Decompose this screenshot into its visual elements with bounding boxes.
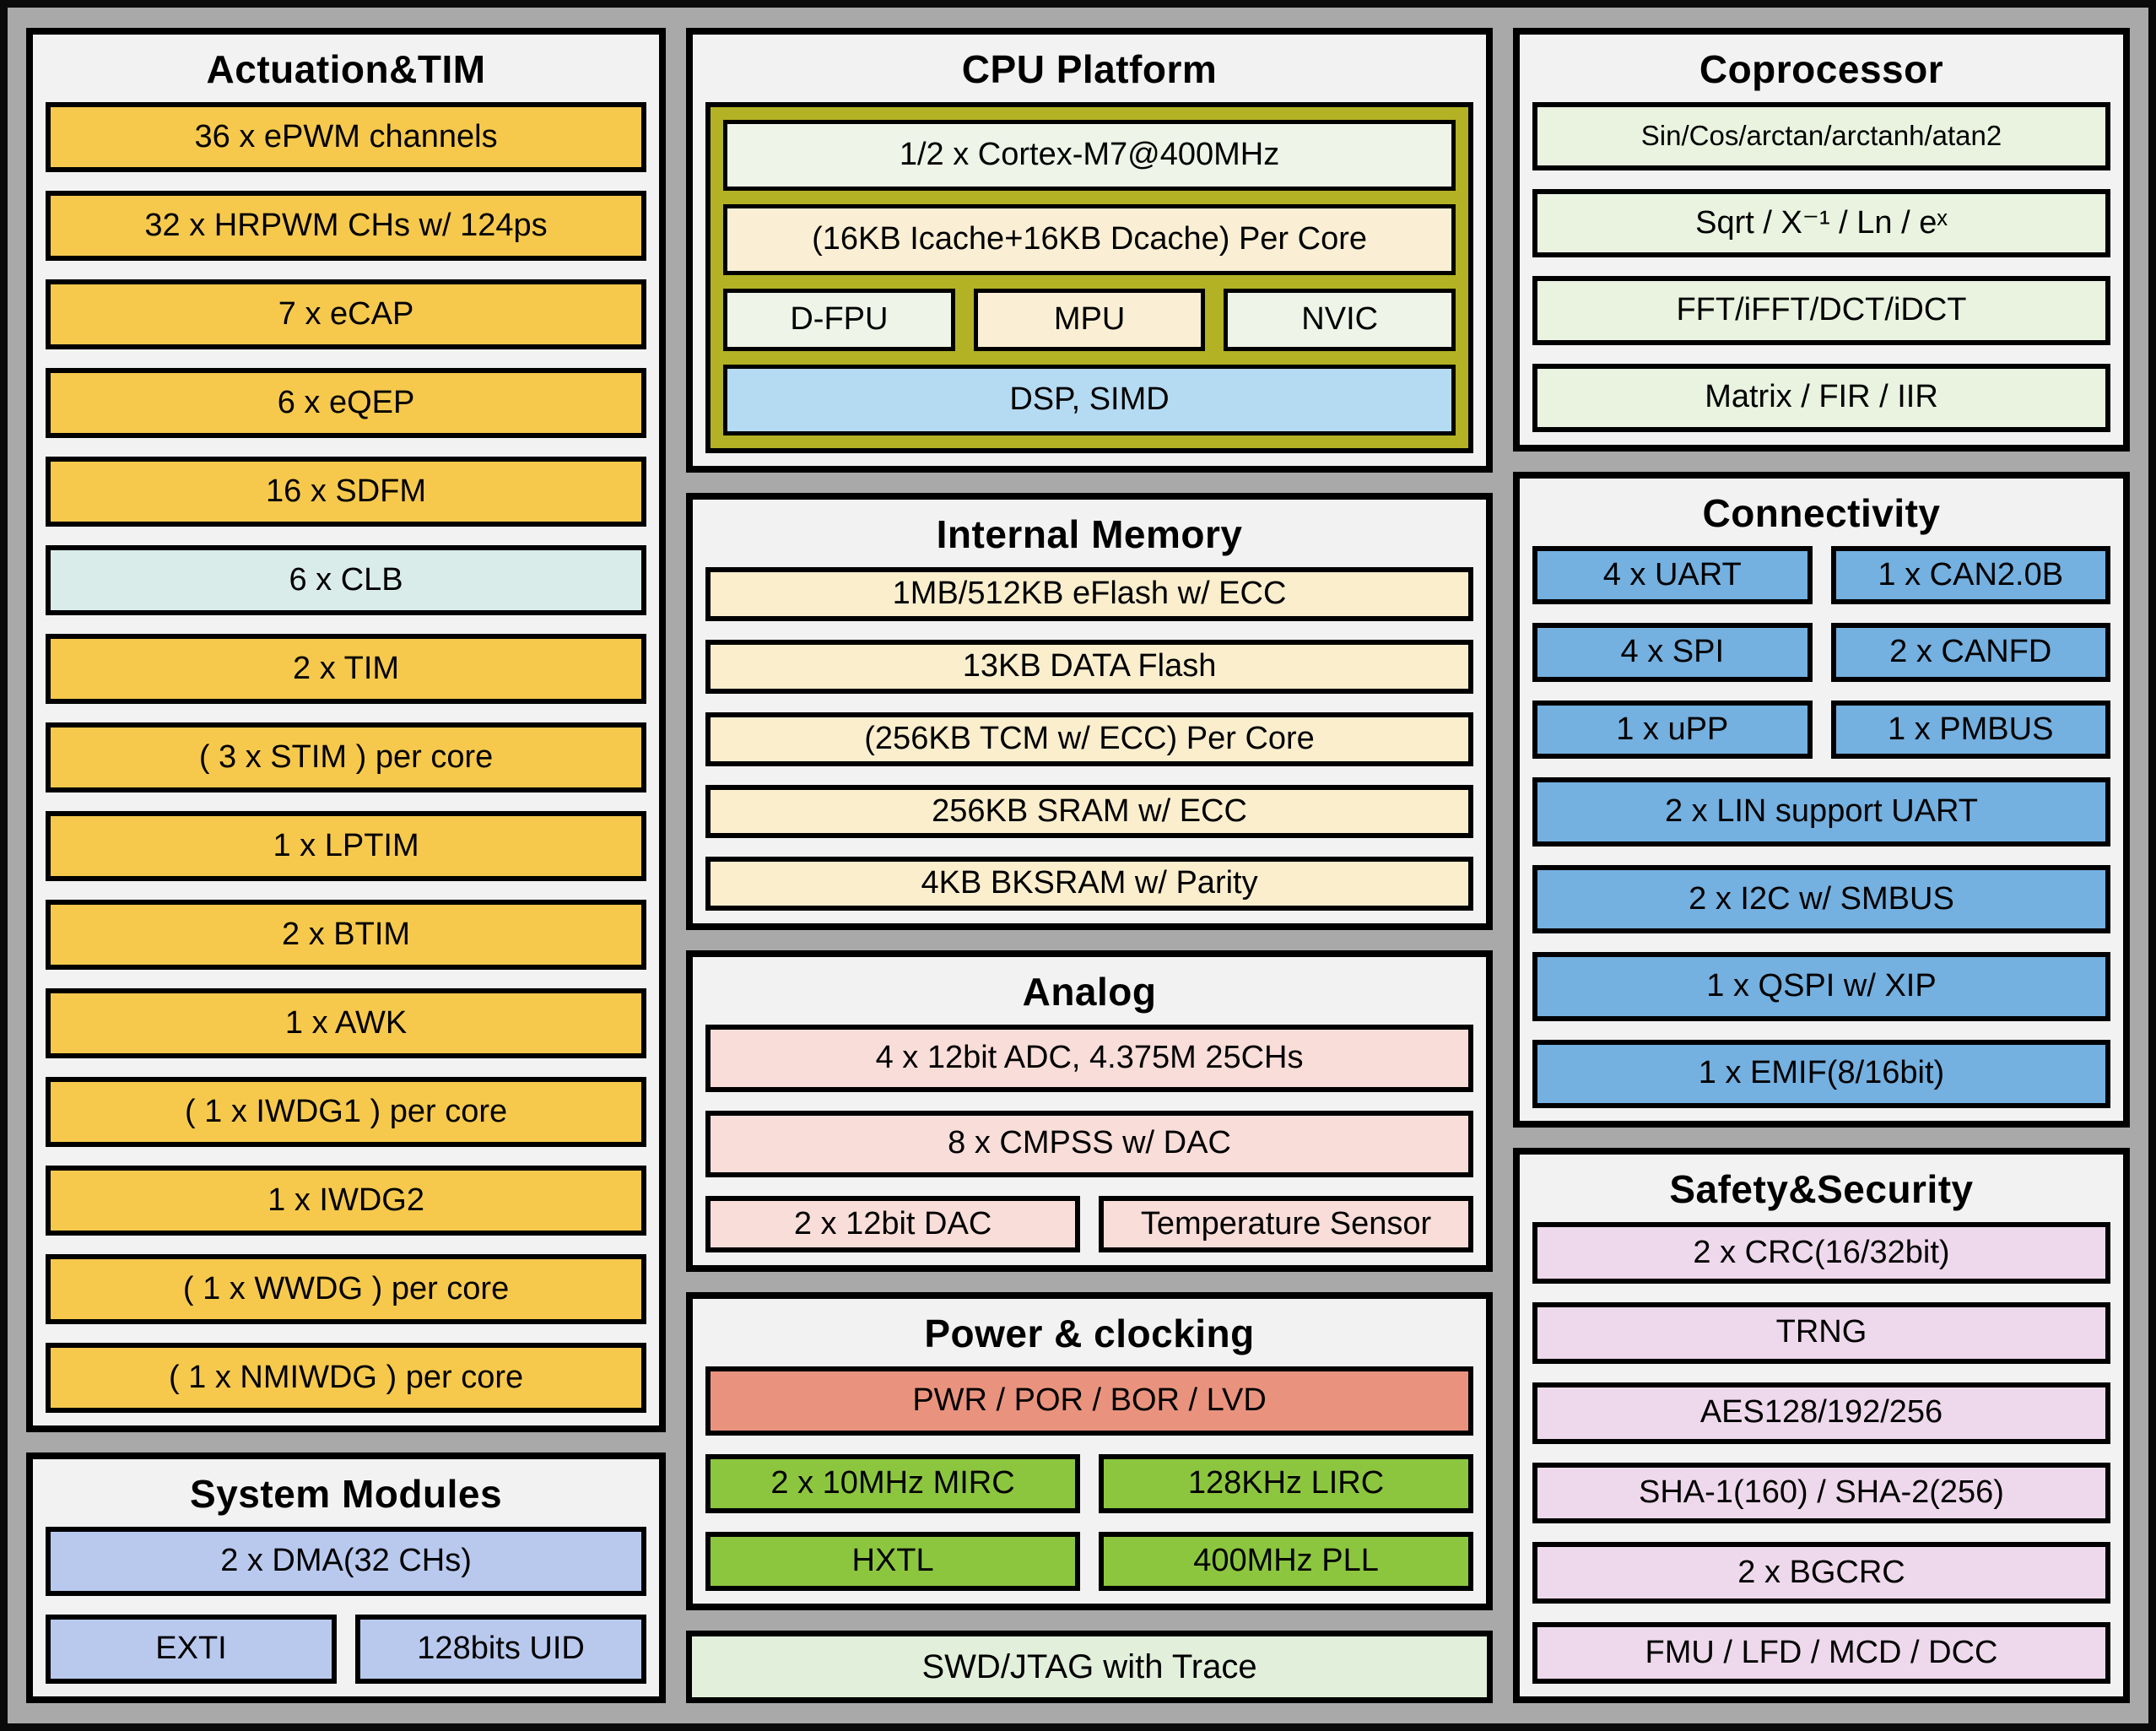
- block-sdfm: 16 x SDFM: [46, 457, 647, 527]
- block-tcm: (256KB TCM w/ ECC) Per Core: [705, 711, 1473, 766]
- block-btim: 2 x BTIM: [46, 900, 647, 970]
- block-fft: FFT/iFFT/DCT/iDCT: [1532, 276, 2110, 345]
- analog-stack: 4 x 12bit ADC, 4.375M 25CHs 8 x CMPSS w/…: [705, 1025, 1473, 1253]
- coprocessor-stack: Sin/Cos/arctan/arctanh/atan2 Sqrt / X⁻¹ …: [1532, 102, 2110, 432]
- panel-title-actuation: Actuation&TIM: [206, 47, 486, 91]
- column-right: Coprocessor Sin/Cos/arctan/arctanh/atan2…: [1513, 28, 2130, 1703]
- panel-connectivity: Connectivity 4 x UART 1 x CAN2.0B 4 x SP…: [1513, 471, 2130, 1128]
- block-spi: 4 x SPI: [1532, 623, 1813, 682]
- block-swd-jtag: SWD/JTAG with Trace: [686, 1631, 1493, 1703]
- panel-title-coprocessor: Coprocessor: [1699, 47, 1944, 91]
- block-sqrt: Sqrt / X⁻¹ / Ln / eˣ: [1532, 189, 2110, 258]
- block-sram: 256KB SRAM w/ ECC: [705, 784, 1473, 839]
- block-bgcrc: 2 x BGCRC: [1532, 1542, 2110, 1604]
- block-iwdg1: ( 1 x IWDG1 ) per core: [46, 1077, 647, 1147]
- block-tim: 2 x TIM: [46, 634, 647, 704]
- block-crc: 2 x CRC(16/32bit): [1532, 1222, 2110, 1284]
- actuation-stack: 36 x ePWM channels 32 x HRPWM CHs w/ 124…: [46, 102, 647, 1413]
- power-row-1: 2 x 10MHz MIRC 128KHz LIRC: [705, 1454, 1473, 1514]
- block-lin-uart: 2 x LIN support UART: [1532, 777, 2110, 847]
- column-left: Actuation&TIM 36 x ePWM channels 32 x HR…: [26, 28, 667, 1703]
- analog-row: 2 x 12bit DAC Temperature Sensor: [705, 1195, 1473, 1253]
- connectivity-row-2: 4 x SPI 2 x CANFD: [1532, 623, 2110, 682]
- block-eflash: 1MB/512KB eFlash w/ ECC: [705, 567, 1473, 621]
- connectivity-stack: 4 x UART 1 x CAN2.0B 4 x SPI 2 x CANFD 1…: [1532, 545, 2110, 1109]
- block-epwm: 36 x ePWM channels: [46, 102, 647, 172]
- panel-coprocessor: Coprocessor Sin/Cos/arctan/arctanh/atan2…: [1513, 28, 2130, 452]
- block-sha: SHA-1(160) / SHA-2(256): [1532, 1462, 2110, 1524]
- block-dac: 2 x 12bit DAC: [705, 1195, 1081, 1253]
- system-modules-stack: 2 x DMA(32 CHs) EXTI 128bits UID: [46, 1527, 647, 1684]
- block-matrix-fir-iir: Matrix / FIR / IIR: [1532, 363, 2110, 432]
- connectivity-row-1: 4 x UART 1 x CAN2.0B: [1532, 545, 2110, 605]
- block-pmbus: 1 x PMBUS: [1830, 700, 2110, 760]
- cpu-units-row: D-FPU MPU NVIC: [723, 289, 1456, 352]
- column-middle: CPU Platform 1/2 x Cortex-M7@400MHz (16K…: [686, 28, 1493, 1703]
- panel-power-clocking: Power & clocking PWR / POR / BOR / LVD 2…: [686, 1292, 1493, 1610]
- block-cache: (16KB Icache+16KB Dcache) Per Core: [723, 204, 1456, 276]
- panel-title-analog: Analog: [1022, 970, 1157, 1014]
- block-stim: ( 3 x STIM ) per core: [46, 722, 647, 792]
- block-i2c-smbus: 2 x I2C w/ SMBUS: [1532, 864, 2110, 934]
- block-aes: AES128/192/256: [1532, 1382, 2110, 1444]
- block-nmiwdg: ( 1 x NMIWDG ) per core: [46, 1343, 647, 1413]
- block-wwdg: ( 1 x WWDG ) per core: [46, 1254, 647, 1324]
- block-qspi-xip: 1 x QSPI w/ XIP: [1532, 952, 2110, 1021]
- panel-title-connectivity: Connectivity: [1702, 490, 1941, 535]
- block-pll: 400MHz PLL: [1099, 1532, 1473, 1591]
- block-dfpu: D-FPU: [723, 289, 955, 352]
- block-can20b: 1 x CAN2.0B: [1830, 545, 2110, 605]
- panel-safety-security: Safety&Security 2 x CRC(16/32bit) TRNG A…: [1513, 1148, 2130, 1703]
- block-mpu: MPU: [973, 289, 1206, 352]
- block-dsp-simd: DSP, SIMD: [723, 365, 1456, 436]
- block-temp-sensor: Temperature Sensor: [1099, 1195, 1473, 1253]
- panel-internal-memory: Internal Memory 1MB/512KB eFlash w/ ECC …: [686, 493, 1493, 931]
- block-hxtl: HXTL: [705, 1532, 1081, 1591]
- system-modules-row: EXTI 128bits UID: [46, 1615, 647, 1684]
- panel-analog: Analog 4 x 12bit ADC, 4.375M 25CHs 8 x C…: [686, 950, 1493, 1273]
- panel-title-safety: Safety&Security: [1669, 1167, 1974, 1212]
- block-awk: 1 x AWK: [46, 988, 647, 1058]
- panel-title-power: Power & clocking: [924, 1312, 1255, 1356]
- block-exti: EXTI: [46, 1615, 338, 1684]
- block-cmpss: 8 x CMPSS w/ DAC: [705, 1110, 1473, 1177]
- panel-actuation-tim: Actuation&TIM 36 x ePWM channels 32 x HR…: [26, 28, 667, 1432]
- block-data-flash: 13KB DATA Flash: [705, 639, 1473, 694]
- block-mirc: 2 x 10MHz MIRC: [705, 1454, 1081, 1514]
- block-uid: 128bits UID: [355, 1615, 647, 1684]
- block-trig: Sin/Cos/arctan/arctanh/atan2: [1532, 102, 2110, 171]
- block-cortex-m7: 1/2 x Cortex-M7@400MHz: [723, 120, 1456, 192]
- block-emif: 1 x EMIF(8/16bit): [1532, 1039, 2110, 1109]
- block-uart: 4 x UART: [1532, 545, 1813, 605]
- block-hrpwm: 32 x HRPWM CHs w/ 124ps: [46, 191, 647, 261]
- block-bksram: 4KB BKSRAM w/ Parity: [705, 857, 1473, 911]
- block-lirc: 128KHz LIRC: [1099, 1454, 1473, 1514]
- power-stack: PWR / POR / BOR / LVD 2 x 10MHz MIRC 128…: [705, 1366, 1473, 1591]
- cpu-core-container: 1/2 x Cortex-M7@400MHz (16KB Icache+16KB…: [705, 102, 1473, 454]
- block-adc: 4 x 12bit ADC, 4.375M 25CHs: [705, 1025, 1473, 1092]
- safety-stack: 2 x CRC(16/32bit) TRNG AES128/192/256 SH…: [1532, 1222, 2110, 1684]
- panel-system-modules: System Modules 2 x DMA(32 CHs) EXTI 128b…: [26, 1452, 667, 1703]
- block-fmu-lfd-mcd-dcc: FMU / LFD / MCD / DCC: [1532, 1622, 2110, 1684]
- connectivity-row-3: 1 x uPP 1 x PMBUS: [1532, 700, 2110, 760]
- block-clb: 6 x CLB: [46, 545, 647, 615]
- panel-title-cpu: CPU Platform: [961, 47, 1218, 91]
- panel-title-memory: Internal Memory: [936, 512, 1243, 557]
- block-eqep: 6 x eQEP: [46, 368, 647, 438]
- block-nvic: NVIC: [1224, 289, 1456, 352]
- block-ecap: 7 x eCAP: [46, 279, 647, 349]
- block-canfd: 2 x CANFD: [1830, 623, 2110, 682]
- block-upp: 1 x uPP: [1532, 700, 1813, 760]
- block-pwr-por-bor-lvd: PWR / POR / BOR / LVD: [705, 1366, 1473, 1436]
- power-row-2: HXTL 400MHz PLL: [705, 1532, 1473, 1591]
- block-iwdg2: 1 x IWDG2: [46, 1166, 647, 1236]
- block-lptim: 1 x LPTIM: [46, 811, 647, 881]
- panel-cpu-platform: CPU Platform 1/2 x Cortex-M7@400MHz (16K…: [686, 28, 1493, 473]
- block-dma: 2 x DMA(32 CHs): [46, 1527, 647, 1596]
- memory-stack: 1MB/512KB eFlash w/ ECC 13KB DATA Flash …: [705, 567, 1473, 911]
- panel-title-system-modules: System Modules: [190, 1472, 503, 1516]
- block-trng: TRNG: [1532, 1301, 2110, 1364]
